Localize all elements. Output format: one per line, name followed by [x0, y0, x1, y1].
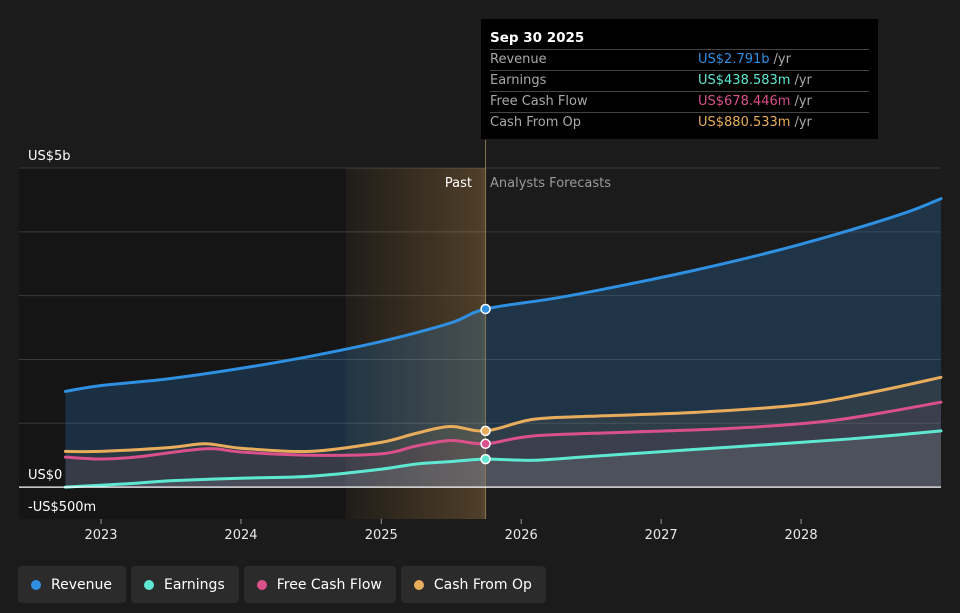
tooltip-unit: /yr	[773, 52, 791, 67]
revenue-area	[65, 198, 941, 488]
earnings-area	[65, 430, 941, 488]
cash-from-op-marker	[480, 425, 491, 437]
tooltip-unit: /yr	[794, 94, 812, 109]
x-tick-label: 2023	[84, 528, 117, 543]
series-areas	[65, 198, 941, 488]
legend-item-cash-from-op[interactable]: Cash From Op	[400, 566, 546, 603]
tooltip: Sep 30 2025 Revenue US$2.791b/yr Earnings U…	[481, 19, 878, 139]
tooltip-row: Revenue US$2.791b/yr	[490, 49, 869, 70]
y-label-top: US$5b	[28, 149, 71, 164]
legend-dot-icon	[143, 579, 154, 590]
cash-from-op-line	[63, 375, 943, 454]
region-label-forecast: Analysts Forecasts	[490, 176, 611, 191]
tooltip-value: US$678.446m	[698, 94, 791, 109]
cash-from-op-area	[65, 377, 941, 488]
legend-dot-icon	[413, 579, 424, 590]
x-tick-label: 2025	[365, 528, 398, 543]
tooltip-series-name: Revenue	[490, 52, 547, 67]
legend-dot-icon	[256, 579, 267, 590]
legend-label: Free Cash Flow	[276, 576, 382, 593]
financials-chart: US$5b US$0 -US$500m Past Analysts Foreca…	[19, 140, 943, 543]
x-tick-label: 2027	[645, 528, 678, 543]
tooltip-row: Cash From Op US$880.533m/yr	[490, 112, 869, 133]
tooltip-date: Sep 30 2025	[490, 30, 585, 46]
tooltip-value: US$438.583m	[698, 73, 791, 88]
free-cash-flow-marker	[480, 438, 491, 450]
tooltip-series-name: Earnings	[490, 73, 547, 88]
tooltip-unit: /yr	[794, 73, 812, 88]
tooltip-value: US$880.533m	[698, 115, 791, 130]
tooltip-row: Earnings US$438.583m/yr	[490, 70, 869, 91]
free-cash-flow-area	[65, 402, 941, 488]
x-tick-label: 2024	[224, 528, 257, 543]
legend-item-free-cash-flow[interactable]: Free Cash Flow	[243, 566, 396, 603]
x-tick-label: 2026	[505, 528, 538, 543]
legend: Revenue Earnings Free Cash Flow Cash From O…	[18, 566, 546, 603]
revenue-marker	[480, 303, 491, 315]
tooltip-markers	[480, 303, 491, 465]
legend-label: Revenue	[51, 576, 112, 593]
tooltip-unit: /yr	[794, 115, 812, 130]
legend-item-earnings[interactable]: Earnings	[130, 566, 239, 603]
y-label-bottom: -US$500m	[28, 500, 96, 515]
tooltip-series-name: Cash From Op	[490, 115, 582, 130]
earnings-line	[63, 429, 943, 489]
y-label-zero: US$0	[28, 468, 62, 483]
earnings-marker	[480, 453, 491, 465]
free-cash-flow-line	[63, 400, 943, 461]
x-tick-label: 2028	[785, 528, 818, 543]
tooltip-value: US$2.791b	[698, 52, 770, 67]
legend-label: Cash From Op	[433, 576, 532, 593]
tooltip-row: Free Cash Flow US$678.446m/yr	[490, 91, 869, 112]
x-axis-ticks: 2023 2024 2025 2026 2027 2028	[84, 519, 818, 543]
legend-dot-icon	[31, 579, 41, 590]
legend-label: Earnings	[163, 576, 225, 593]
legend-item-revenue[interactable]: Revenue	[18, 566, 126, 603]
region-label-past: Past	[445, 176, 472, 191]
tooltip-series-name: Free Cash Flow	[490, 94, 588, 109]
